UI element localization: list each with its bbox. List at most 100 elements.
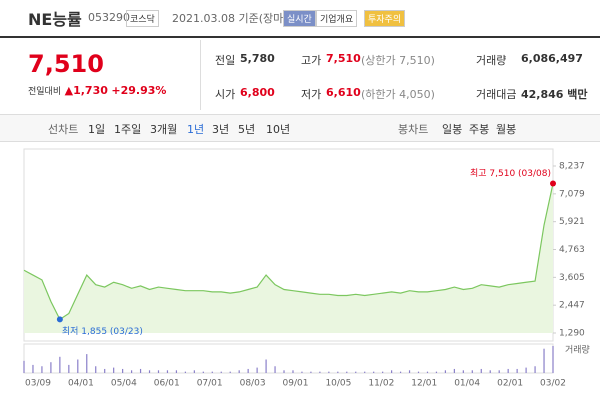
volume-bar	[328, 371, 330, 373]
badge[interactable]: 기업개요	[316, 10, 358, 27]
period-tab[interactable]: 1일	[88, 123, 106, 136]
x-tick-label: 04/01	[68, 379, 94, 389]
x-tick-label: 06/01	[154, 379, 180, 389]
volume-bar	[426, 371, 429, 373]
stat-label: 시가	[215, 88, 236, 101]
volume-bar	[480, 368, 482, 373]
candle-tab[interactable]: 월봉	[496, 123, 517, 136]
stat-value: 42,846 백만	[521, 88, 588, 101]
change-pct: +29.93%	[111, 84, 167, 97]
stock-code: 053290	[88, 11, 130, 24]
volume-bar	[310, 371, 312, 373]
up-arrow: ▲	[64, 84, 74, 97]
stock-name: NE능률	[28, 10, 82, 29]
period-tab[interactable]: 1년	[187, 123, 205, 136]
volume-bar	[453, 368, 455, 373]
volume-bar	[41, 366, 43, 373]
stat-value: 6,086,497	[521, 52, 583, 65]
low-marker	[56, 316, 63, 323]
period-tab[interactable]: 10년	[266, 123, 291, 136]
volume-bar	[256, 367, 258, 373]
chart: 8,237 7,079 5,921 4,763 3,605 2,447 1,290 최고 7,…	[23, 148, 590, 389]
header: NE능률 053290 코스닥 2021.03.08 기준(장마감) 실시간 기…	[0, 0, 600, 38]
price-line	[23, 183, 554, 321]
volume-bar	[122, 368, 124, 373]
volume-bar	[489, 370, 491, 373]
stat-extra: (상한가 7,510)	[361, 54, 435, 67]
volume-bar	[382, 371, 384, 373]
y-tick-label: 5,921	[559, 217, 585, 227]
volume-bar	[95, 366, 97, 373]
volume-bar	[534, 366, 536, 373]
volume-bar	[77, 359, 79, 373]
volume-bar	[516, 368, 518, 373]
volume-bar	[113, 367, 115, 373]
x-tick-label: 03/09	[25, 379, 51, 389]
volume-bar	[292, 370, 294, 373]
y-tick-label: 7,079	[559, 189, 585, 199]
stat-label: 전일	[215, 54, 236, 67]
candle-tab[interactable]: 일봉	[442, 123, 463, 136]
badge[interactable]: 실시간	[283, 10, 316, 27]
x-tick-label: 02/01	[497, 379, 523, 389]
stat-label: 저가	[301, 88, 322, 101]
badge[interactable]: 투자주의	[364, 10, 406, 27]
stat-label: 거래대금	[476, 88, 517, 101]
volume-bar	[462, 370, 464, 373]
volume-bar	[211, 371, 213, 373]
period-tab[interactable]: 1주일	[114, 123, 142, 136]
volume-bar	[59, 356, 61, 373]
volume-bar	[130, 370, 133, 373]
tab-label: 선차트	[48, 123, 79, 136]
volume-bar	[346, 371, 348, 373]
y-tick-label: 2,447	[559, 301, 585, 311]
volume-bar	[498, 370, 500, 373]
period-tab[interactable]: 5년	[238, 123, 256, 136]
volume-bar	[157, 370, 160, 373]
stats: 전일 5,780 고가 7,510 (상한가 7,510) 거래량 6,086,497 시가 6…	[200, 40, 600, 110]
volume-bar	[543, 348, 545, 373]
x-tick-label: 09/01	[283, 379, 309, 389]
volume-bar	[471, 370, 473, 373]
volume-bar	[417, 371, 420, 373]
candle-tab[interactable]: 주봉	[469, 123, 490, 136]
x-tick-label: 12/01	[411, 379, 437, 389]
y-tick-label: 3,605	[559, 273, 585, 283]
volume-bar	[229, 371, 231, 373]
volume-bar	[68, 364, 70, 373]
high-label: 최고 7,510 (03/08)	[470, 168, 551, 179]
volume-bar	[408, 370, 411, 373]
volume-bar	[337, 371, 339, 373]
volume-bar	[525, 367, 527, 373]
volume-bar	[444, 370, 447, 373]
y-tick-label: 4,763	[559, 245, 585, 255]
x-tick-label: 01/04	[454, 379, 480, 389]
x-tick-label: 07/01	[197, 379, 223, 389]
volume-bar	[193, 370, 195, 373]
stat-value: 6,610	[326, 86, 361, 99]
volume-bar	[247, 368, 249, 373]
market: 코스닥	[126, 10, 159, 27]
volume-bar	[220, 371, 222, 373]
x-tick-label: 10/05	[325, 379, 351, 389]
stat-extra: (하한가 4,050)	[361, 88, 435, 101]
current-price: 7,510	[28, 50, 104, 78]
x-tick-label: 08/03	[240, 379, 266, 389]
volume-bar	[184, 371, 186, 373]
volume-bar	[274, 366, 276, 373]
volume-bar	[391, 370, 393, 373]
volume-bar	[202, 371, 204, 373]
x-tick-label: 03/02	[540, 379, 566, 389]
volume-bar	[283, 370, 285, 373]
period-tab[interactable]: 3개월	[150, 123, 178, 136]
volume-bar	[175, 370, 178, 373]
volume-bar	[104, 368, 106, 373]
volume-bar	[86, 354, 88, 373]
low-label: 최저 1,855 (03/23)	[62, 326, 143, 337]
volume-bar	[319, 371, 321, 373]
high-marker	[550, 180, 556, 187]
period-tab[interactable]: 3년	[212, 123, 230, 136]
volume-bar	[265, 359, 267, 373]
volume-bar	[166, 370, 169, 373]
